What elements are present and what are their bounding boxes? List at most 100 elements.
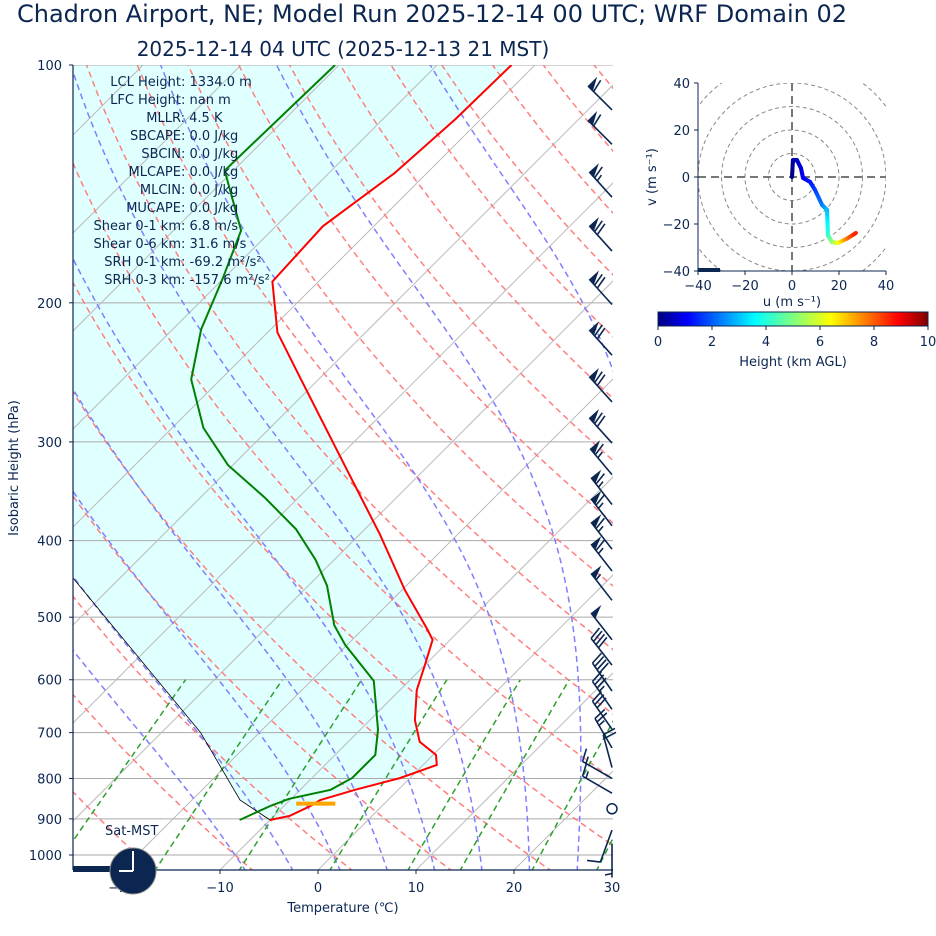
parcel-profile-line	[73, 573, 271, 821]
mixing-ratio-line	[154, 679, 283, 870]
dry-adiabat	[696, 65, 936, 872]
moist-adiabat	[73, 69, 483, 870]
moist-adiabat	[73, 649, 247, 870]
isotherm-gridline	[415, 672, 613, 870]
index-text: MLCIN: 0.0 J/kg	[140, 183, 238, 198]
index-text: Shear 0-1 km: 6.8 m/s	[94, 219, 239, 234]
x-tick-label: 10	[408, 881, 425, 896]
index-text: LCL Height: 1334.0 m	[110, 75, 251, 90]
y-tick-label: 100	[37, 59, 62, 74]
isotherm-gridline	[73, 65, 242, 234]
isotherm-gridline	[121, 378, 613, 870]
moist-adiabat	[429, 65, 613, 373]
mixing-ratio-line	[643, 680, 741, 872]
moist-adiabat	[73, 490, 341, 870]
wind-barb	[590, 469, 613, 505]
index-text: LFC Height: nan m	[110, 93, 231, 108]
wind-barb	[581, 748, 613, 780]
colorbar-tick-label: 8	[870, 335, 878, 350]
isotherm-gridline	[708, 65, 936, 872]
x-tick-label: −10	[206, 881, 233, 896]
dry-adiabat	[85, 65, 613, 715]
hodo-y-tick-label: 20	[673, 124, 690, 139]
hodo-x-tick-label: −20	[731, 279, 758, 294]
wind-barb	[591, 690, 613, 730]
y-tick-label: 800	[37, 772, 62, 787]
mixing-ratio-line	[238, 679, 363, 870]
wind-barb	[587, 76, 613, 111]
y-tick-label: 500	[37, 611, 62, 626]
moist-adiabat	[721, 65, 852, 872]
x-axis-label: Temperature (℃)	[286, 901, 398, 916]
hodograph-marker	[698, 268, 720, 272]
y-axis-label: Isobaric Height (hPa)	[7, 400, 22, 536]
wind-barb	[588, 409, 613, 444]
hodo-x-tick-label: 0	[788, 279, 796, 294]
wind-barb	[590, 536, 613, 572]
hodo-y-label: v (m s⁻¹)	[645, 148, 660, 206]
index-text: MLCAPE: 0.0 J/kg	[129, 165, 239, 180]
dry-adiabat	[73, 161, 613, 781]
mixing-ratio-line	[407, 679, 521, 870]
isotherm-gridline	[806, 65, 936, 872]
dry-adiabat	[645, 65, 936, 872]
time-bar	[73, 866, 133, 872]
y-tick-label: 400	[37, 535, 62, 550]
dry-adiabat	[238, 65, 613, 524]
dry-adiabat	[390, 65, 613, 338]
dry-adiabat	[73, 390, 552, 870]
figure-subtitle: 2025-12-14 04 UTC (2025-12-13 21 MST)	[137, 37, 550, 61]
colorbar	[657, 311, 929, 327]
dry-adiabat	[73, 790, 155, 870]
y-tick-label: 600	[37, 674, 62, 689]
hodo-y-tick-label: −40	[663, 265, 690, 280]
y-tick-label: 900	[37, 813, 62, 828]
wind-barb	[589, 440, 613, 476]
dry-adiabat	[73, 494, 453, 870]
moist-adiabat	[73, 575, 294, 870]
dewpoint-line	[190, 65, 380, 821]
index-text: MLLR: 4.5 K	[146, 111, 223, 126]
wind-barb	[602, 727, 617, 768]
hodograph-ring	[721, 106, 863, 248]
moist-adiabat	[73, 257, 436, 870]
figure-title: Chadron Airport, NE; Model Run 2025-12-1…	[17, 0, 847, 28]
dry-adiabat	[848, 65, 936, 872]
colorbar-tick-label: 2	[708, 335, 716, 350]
y-tick-label: 1000	[29, 849, 62, 864]
isotherm-gridline	[317, 574, 613, 870]
index-text: Shear 0-6 km: 31.6 m/s	[94, 237, 247, 252]
isotherm-gridline	[219, 476, 613, 870]
y-tick-label: 700	[37, 727, 62, 742]
wind-barb	[588, 217, 613, 252]
y-tick-label: 200	[37, 297, 62, 312]
hodo-x-label: u (m s⁻¹)	[763, 295, 821, 310]
colorbar-tick-label: 0	[654, 335, 662, 350]
y-tick-label: 300	[37, 436, 62, 451]
mixing-ratio-line	[459, 679, 570, 870]
hodo-x-tick-label: 40	[878, 279, 895, 294]
hodo-y-tick-label: −20	[663, 218, 690, 233]
dry-adiabat	[73, 693, 254, 870]
index-text: MUCAPE: 0.0 J/kg	[126, 201, 238, 216]
index-text: SRH 0-3 km: -157.6 m²/s²	[104, 273, 270, 288]
wind-barb	[590, 565, 613, 601]
wind-barb	[606, 803, 618, 815]
wind-barb	[590, 604, 613, 641]
wind-barb	[594, 708, 613, 749]
hodograph-segment	[852, 230, 858, 236]
mixing-ratio-line	[73, 679, 187, 843]
colorbar-tick-label: 4	[762, 335, 770, 350]
colorbar-label: Height (km AGL)	[739, 355, 847, 370]
isotherm-gridline	[513, 770, 613, 870]
temperature-line	[269, 65, 513, 821]
dry-adiabat	[746, 65, 936, 872]
isotherm-gridline	[73, 182, 613, 724]
index-text: SBCIN: 0.0 J/kg	[141, 147, 238, 162]
moist-adiabat	[159, 65, 531, 870]
clock-label: Sat-MST	[105, 824, 158, 839]
wind-barb	[588, 321, 613, 356]
